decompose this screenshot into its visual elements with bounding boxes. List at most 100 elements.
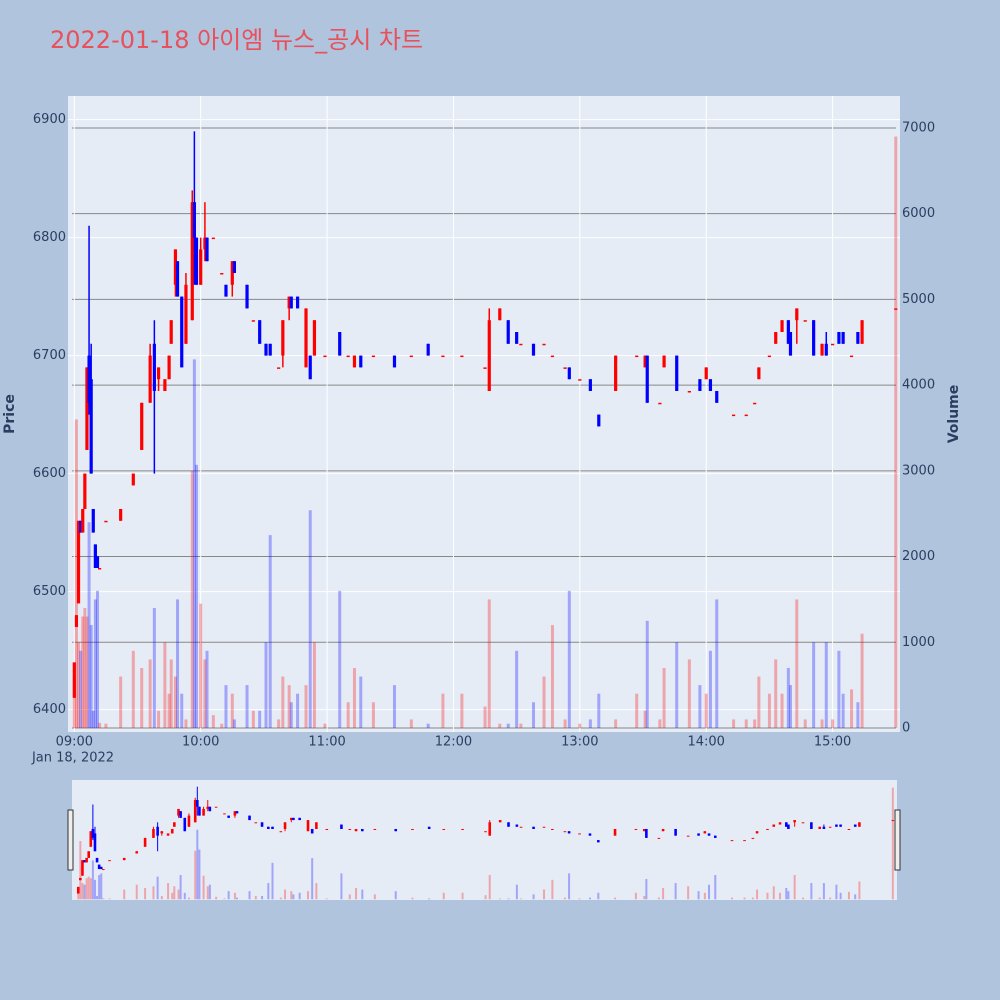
mini-candle-body xyxy=(248,815,251,821)
candle-body xyxy=(281,320,285,356)
volume-bar xyxy=(131,650,135,728)
mini-candle-body xyxy=(279,831,283,833)
mini-volume-bar xyxy=(588,897,591,900)
mini-candle-body xyxy=(170,828,174,834)
mini-candle-body xyxy=(91,828,95,838)
candle-body xyxy=(820,343,824,356)
mini-volume-bar xyxy=(743,897,746,900)
mini-volume-bar xyxy=(488,874,491,900)
candle-body xyxy=(830,343,835,346)
mini-candle-body xyxy=(484,831,487,833)
mini-volume-bar xyxy=(484,895,487,900)
volume-bar xyxy=(831,719,835,728)
candle-body xyxy=(519,343,523,346)
mini-volume-bar xyxy=(520,898,523,900)
volume-bar xyxy=(163,642,167,728)
mini-volume-bar xyxy=(227,891,230,900)
mini-volume-bar xyxy=(442,892,445,900)
candle-body xyxy=(190,202,194,321)
mini-candle-body xyxy=(713,835,717,838)
y-tick-label: 6500 xyxy=(33,584,66,599)
candle-body xyxy=(192,202,196,238)
volume-bar xyxy=(232,719,236,728)
volume-bar xyxy=(786,667,790,728)
volume-bar xyxy=(704,693,708,728)
volume-bar xyxy=(515,650,519,728)
candle-body xyxy=(180,296,184,368)
mini-volume-bar xyxy=(785,887,788,900)
volume-bar xyxy=(277,719,281,728)
candle-body xyxy=(441,355,445,358)
volume-bar xyxy=(635,693,639,728)
volume-bar xyxy=(519,723,523,728)
mini-candle-body xyxy=(89,831,93,847)
mini-volume-bar xyxy=(98,874,101,900)
mini-volume-bar xyxy=(194,850,197,900)
candle-body xyxy=(312,320,317,356)
candle-body xyxy=(487,320,491,391)
mini-candle-body xyxy=(373,828,377,830)
mini-candle-body xyxy=(99,866,103,870)
volume-bar xyxy=(203,659,207,728)
mini-volume-bar xyxy=(123,889,126,900)
mini-candle-body xyxy=(793,820,796,823)
mini-candle-body xyxy=(442,828,446,830)
mini-volume-bar xyxy=(254,896,257,900)
mini-volume-bar xyxy=(236,897,238,900)
candle-body xyxy=(767,355,772,358)
mini-candle-body xyxy=(766,828,769,830)
mini-volume-bar xyxy=(708,884,711,900)
volume-bar xyxy=(91,710,95,728)
plot-area xyxy=(68,96,900,732)
candle-body xyxy=(163,379,167,391)
mini-candle-body xyxy=(196,800,199,807)
range-slider[interactable] xyxy=(72,780,897,900)
candle-body xyxy=(662,355,666,368)
volume-bar xyxy=(409,719,413,728)
volume-bar xyxy=(894,136,898,728)
candle-body xyxy=(757,367,761,380)
slider-handle[interactable] xyxy=(894,809,901,871)
volume-bar xyxy=(460,693,464,728)
slider-handle[interactable] xyxy=(67,809,74,871)
candle-body xyxy=(224,284,228,297)
mini-volume-bar xyxy=(102,898,105,900)
mini-volume-bar xyxy=(87,876,90,900)
volume-bar xyxy=(119,676,123,728)
candle-body xyxy=(83,473,87,509)
mini-candle-body xyxy=(858,822,861,827)
mini-volume-bar xyxy=(394,891,397,900)
volume-bar xyxy=(352,667,356,728)
candle-body xyxy=(550,355,555,358)
mini-volume-bar xyxy=(751,897,754,900)
mini-candle-body xyxy=(519,826,523,828)
mini-candle-body xyxy=(254,822,258,824)
mini-volume-bar xyxy=(411,897,414,900)
volume-bar xyxy=(567,590,571,728)
mini-candle-body xyxy=(292,817,295,821)
volume-bar xyxy=(338,590,342,728)
mini-candle-body xyxy=(76,886,80,894)
candle-body xyxy=(203,237,207,250)
y2-tick-label: 1000 xyxy=(902,635,935,650)
volume-bar xyxy=(498,723,502,728)
candle-body xyxy=(175,261,180,297)
mini-volume-bar xyxy=(428,898,431,900)
candle-body xyxy=(849,355,854,358)
mini-volume-bar xyxy=(779,892,782,900)
mini-candle-body xyxy=(772,824,776,827)
x-tick-label: 09:00 xyxy=(56,735,93,750)
candle-body xyxy=(131,473,135,486)
volume-bar xyxy=(211,715,215,728)
candle-body xyxy=(715,390,719,403)
mini-candle-body xyxy=(160,831,164,834)
mini-volume-bar xyxy=(543,889,546,900)
mini-volume-bar xyxy=(551,879,554,900)
candle-body xyxy=(81,508,85,533)
y-tick-label: 6400 xyxy=(33,702,66,717)
candle-body xyxy=(359,355,363,368)
mini-candle-body xyxy=(97,864,101,870)
mini-candle-body xyxy=(778,822,782,825)
mini-candle-body xyxy=(298,817,301,821)
volume-bar xyxy=(289,702,293,728)
